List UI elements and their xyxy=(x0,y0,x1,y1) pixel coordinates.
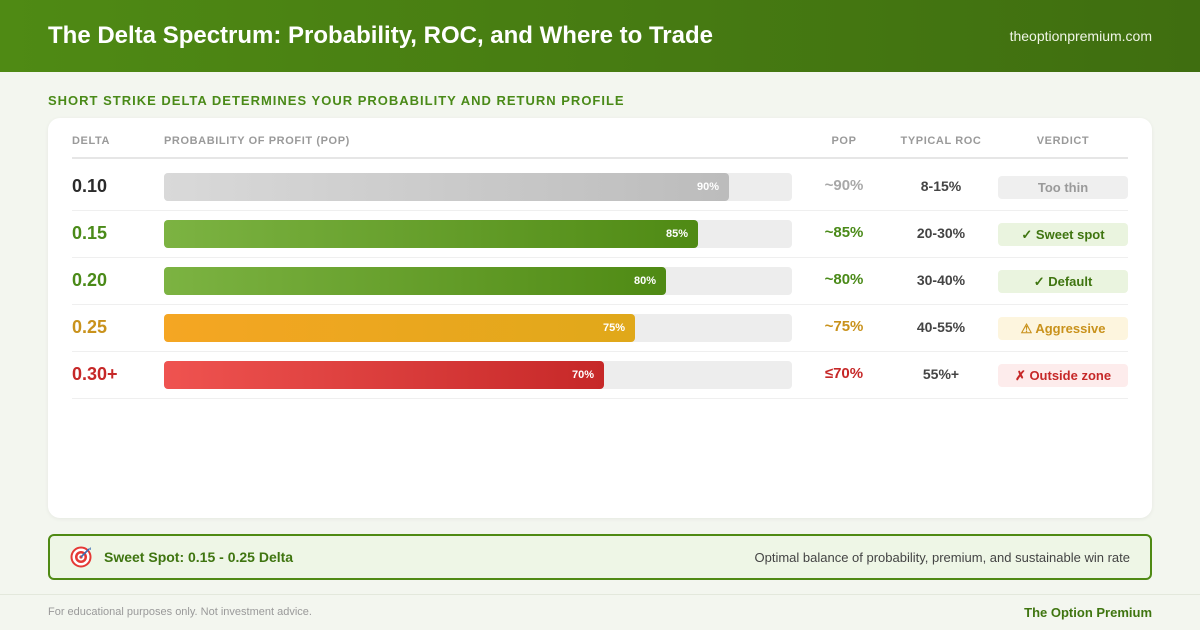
col-header-verdict: VERDICT xyxy=(1036,135,1090,147)
roc-value: 20-30% xyxy=(916,225,966,241)
col-header-delta: DELTA xyxy=(72,135,111,147)
delta-row-0-10: 0.10 90% ~90% 8-15% Too thin xyxy=(72,164,1128,211)
delta-value: 0.20 xyxy=(72,270,108,290)
disclaimer-text: For educational purposes only. Not inves… xyxy=(48,606,312,618)
pop-bar: 80% xyxy=(164,267,666,295)
delta-value: 0.25 xyxy=(72,317,108,337)
verdict-badge: ✓ Default xyxy=(998,270,1128,293)
pop-bar-label: 85% xyxy=(665,228,688,240)
pop-bar-label: 90% xyxy=(696,181,719,193)
footer-divider xyxy=(0,594,1200,595)
sweet-spot-description: Optimal balance of probability, premium,… xyxy=(754,550,1130,565)
pop-bar-label: 70% xyxy=(571,369,594,381)
pop-bar-track: 75% xyxy=(164,314,792,342)
delta-row-0-30: 0.30+ 70% ≤70% 55%+ ✗ Outside zone xyxy=(72,352,1128,399)
pop-bar: 85% xyxy=(164,220,698,248)
row-divider xyxy=(72,304,1128,305)
pop-bar: 75% xyxy=(164,314,635,342)
delta-value: 0.10 xyxy=(72,176,108,196)
site-url: theoptionpremium.com xyxy=(1009,28,1152,44)
verdict-badge: ✗ Outside zone xyxy=(998,364,1128,387)
pop-bar-label: 80% xyxy=(633,275,656,287)
verdict-badge: Too thin xyxy=(998,176,1128,199)
sweet-spot-banner: Sweet Spot: 0.15 - 0.25 Delta Optimal ba… xyxy=(48,534,1152,580)
pop-bar-track: 70% xyxy=(164,361,792,389)
pop-value: ~75% xyxy=(824,318,864,335)
section-subtitle: SHORT STRIKE DELTA DETERMINES YOUR PROBA… xyxy=(48,93,625,108)
roc-value: 8-15% xyxy=(920,178,962,194)
pop-value: ≤70% xyxy=(824,365,864,382)
pop-bar-track: 85% xyxy=(164,220,792,248)
pop-bar-track: 90% xyxy=(164,173,792,201)
delta-row-0-20: 0.20 80% ~80% 30-40% ✓ Default xyxy=(72,258,1128,305)
sweet-spot-title: Sweet Spot: 0.15 - 0.25 Delta xyxy=(104,549,294,565)
pop-value: ~90% xyxy=(824,177,864,194)
col-header-pop: POP xyxy=(831,135,857,147)
row-divider xyxy=(72,210,1128,211)
header-divider xyxy=(72,157,1128,159)
col-header-roc: TYPICAL ROC xyxy=(900,135,982,147)
delta-value: 0.30+ xyxy=(72,364,118,384)
pop-bar-label: 75% xyxy=(602,322,625,334)
col-header-probability: PROBABILITY OF PROFIT (POP) xyxy=(164,135,350,147)
delta-row-0-25: 0.25 75% ~75% 40-55% ⚠ Aggressive xyxy=(72,305,1128,352)
delta-value: 0.15 xyxy=(72,223,108,243)
verdict-badge: ⚠ Aggressive xyxy=(998,317,1128,340)
pop-bar: 90% xyxy=(164,173,729,201)
pop-value: ~85% xyxy=(824,224,864,241)
row-divider xyxy=(72,257,1128,258)
pop-bar-track: 80% xyxy=(164,267,792,295)
verdict-badge: ✓ Sweet spot xyxy=(998,223,1128,246)
page-title: The Delta Spectrum: Probability, ROC, an… xyxy=(48,22,713,49)
roc-value: 30-40% xyxy=(916,272,966,288)
target-icon xyxy=(70,546,92,568)
pop-value: ~80% xyxy=(824,271,864,288)
roc-value: 40-55% xyxy=(916,319,966,335)
pop-bar: 70% xyxy=(164,361,604,389)
roc-value: 55%+ xyxy=(922,366,960,382)
brand-name: The Option Premium xyxy=(1024,605,1152,620)
delta-table-card: DELTA PROBABILITY OF PROFIT (POP) POP TY… xyxy=(48,118,1152,518)
header-bar: The Delta Spectrum: Probability, ROC, an… xyxy=(0,0,1200,72)
delta-row-0-15: 0.15 85% ~85% 20-30% ✓ Sweet spot xyxy=(72,211,1128,258)
row-divider xyxy=(72,398,1128,399)
row-divider xyxy=(72,351,1128,352)
